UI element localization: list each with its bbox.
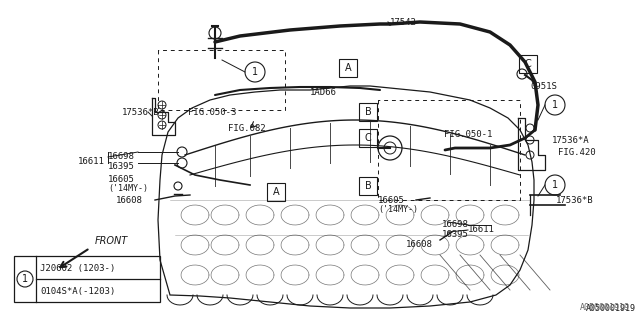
Bar (14, 256, 160, 302)
Text: 16698: 16698 (442, 220, 469, 229)
Text: A: A (345, 63, 351, 73)
Text: A050001919: A050001919 (586, 304, 636, 313)
Text: 16611: 16611 (468, 225, 495, 234)
Text: 0951S: 0951S (530, 82, 557, 91)
Text: 16605: 16605 (108, 175, 135, 184)
Bar (359, 103, 377, 121)
Text: 1: 1 (22, 274, 28, 284)
Text: B: B (365, 107, 371, 117)
Bar (359, 177, 377, 195)
Text: A050001919: A050001919 (580, 303, 630, 312)
Text: 1: 1 (552, 100, 558, 110)
Text: 16395: 16395 (442, 230, 469, 239)
Text: FRONT: FRONT (95, 236, 128, 246)
Text: FIG.050-1: FIG.050-1 (444, 130, 492, 139)
Text: B: B (365, 181, 371, 191)
Text: 1: 1 (552, 180, 558, 190)
Text: A: A (273, 187, 279, 197)
Text: C: C (525, 59, 531, 69)
Text: 17536*B: 17536*B (122, 108, 159, 117)
Text: 17536*B: 17536*B (556, 196, 594, 205)
Text: FIG.420: FIG.420 (558, 148, 596, 157)
Text: J20602 (1203-): J20602 (1203-) (40, 264, 115, 273)
Text: 1: 1 (252, 67, 258, 77)
Text: C: C (365, 133, 371, 143)
Text: 16698: 16698 (108, 152, 135, 161)
Text: ('14MY-): ('14MY-) (378, 205, 418, 214)
Bar (267, 183, 285, 201)
Bar (519, 55, 537, 73)
Text: FIG.082: FIG.082 (228, 124, 266, 133)
Text: FIG.050-3: FIG.050-3 (188, 108, 236, 117)
Bar (359, 129, 377, 147)
Text: 1AD66: 1AD66 (310, 88, 337, 97)
Text: 0104S*A(-1203): 0104S*A(-1203) (40, 287, 115, 296)
Text: 16608: 16608 (116, 196, 143, 205)
Text: 17536*A: 17536*A (552, 136, 589, 145)
Text: 16608: 16608 (406, 240, 433, 249)
Text: 16395: 16395 (108, 162, 135, 171)
Text: 17542: 17542 (390, 18, 417, 27)
Bar (339, 59, 357, 77)
Text: ('14MY-): ('14MY-) (108, 184, 148, 193)
Text: 16605: 16605 (378, 196, 405, 205)
Text: 16611: 16611 (78, 157, 105, 166)
